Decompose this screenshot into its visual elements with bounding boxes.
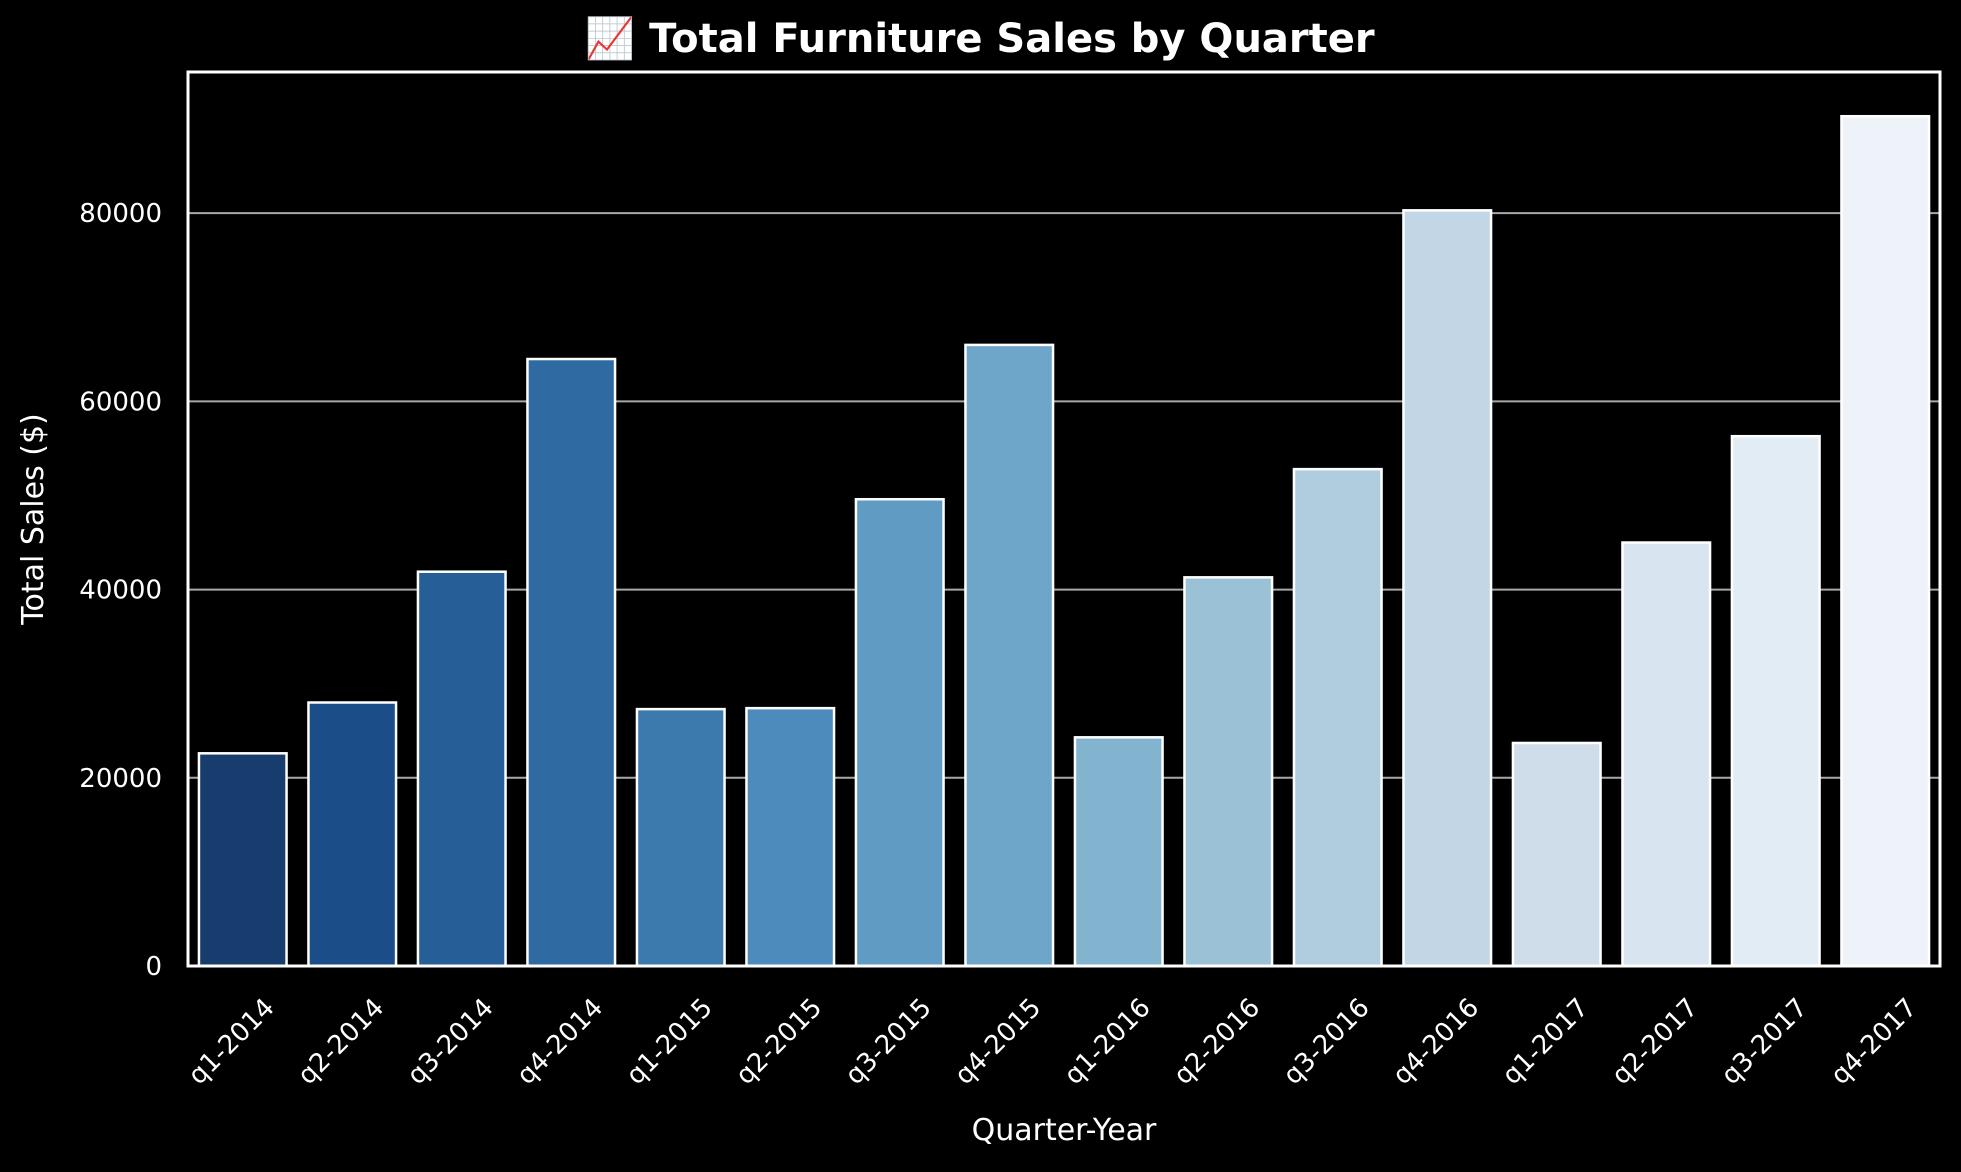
bar-q1-2017 (1511, 741, 1602, 968)
x-tick-label: q2-2014 (292, 993, 390, 1091)
bars (197, 114, 1931, 968)
y-tick-label: 80000 (79, 199, 162, 229)
bar-q4-2016 (1402, 209, 1493, 968)
x-tick-label: q3-2015 (840, 993, 938, 1091)
x-tick-label: q1-2015 (621, 993, 719, 1091)
x-tick-label: q2-2017 (1606, 993, 1704, 1091)
x-tick-label: q3-2017 (1716, 993, 1814, 1091)
y-tick-label: 60000 (79, 387, 162, 417)
x-tick-label: q1-2016 (1059, 993, 1157, 1091)
x-tick-label: q3-2016 (1278, 993, 1376, 1091)
chart-title: 📈 Total Furniture Sales by Quarter (585, 15, 1374, 62)
bar-q1-2015 (635, 707, 726, 968)
y-tick-label: 0 (145, 952, 162, 982)
bar-q4-2017 (1840, 114, 1931, 968)
x-tick-label: q2-2015 (730, 993, 828, 1091)
x-tick-label: q4-2014 (511, 993, 609, 1091)
bar-q2-2014 (307, 701, 398, 968)
y-ticks: 0 20000 40000 60000 80000 (79, 199, 162, 982)
bar-q2-2017 (1621, 541, 1712, 968)
x-tick-label: q4-2016 (1387, 993, 1485, 1091)
x-tick-label: q4-2015 (949, 993, 1047, 1091)
y-tick-label: 40000 (79, 576, 162, 606)
x-tick-label: q3-2014 (402, 993, 500, 1091)
bar-q3-2017 (1730, 434, 1821, 968)
y-tick-label: 20000 (79, 764, 162, 794)
bar-q1-2016 (1073, 736, 1164, 968)
bar-q1-2014 (197, 752, 288, 968)
bar-q4-2014 (526, 357, 617, 968)
bar-q3-2015 (854, 497, 945, 968)
y-axis-label: Total Sales ($) (16, 413, 51, 625)
x-tick-label: q4-2017 (1825, 993, 1923, 1091)
x-tick-label: q2-2016 (1168, 993, 1266, 1091)
x-tick-label: q1-2017 (1497, 993, 1595, 1091)
bar-q4-2015 (964, 343, 1055, 968)
x-ticks: q1-2014 q2-2014 q3-2014 q4-2014 q1-2015 q2-20… (183, 993, 1924, 1091)
bar-q2-2015 (745, 706, 836, 968)
bar-q2-2016 (1183, 576, 1274, 968)
bar-q3-2014 (416, 570, 507, 968)
bar-q3-2016 (1292, 467, 1383, 968)
x-tick-label: q1-2014 (183, 993, 281, 1091)
plot-frame (186, 70, 1942, 968)
x-axis-label: Quarter-Year (972, 1113, 1157, 1148)
